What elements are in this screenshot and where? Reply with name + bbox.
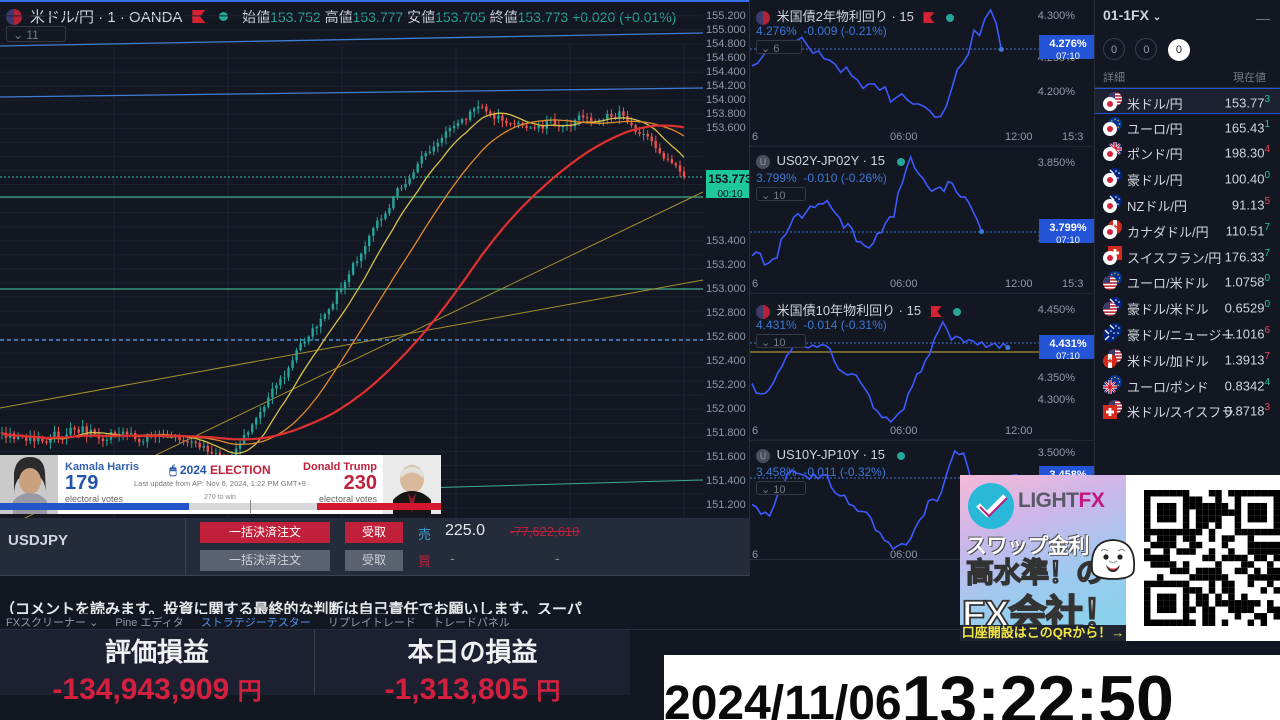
svg-text:15:3: 15:3 bbox=[1062, 278, 1083, 290]
svg-text:12:00: 12:00 bbox=[1005, 425, 1033, 437]
svg-text:12:00: 12:00 bbox=[1005, 278, 1033, 290]
svg-text:6: 6 bbox=[752, 131, 758, 143]
svg-text:6: 6 bbox=[752, 278, 758, 290]
svg-text:06:00: 06:00 bbox=[890, 549, 918, 560]
svg-text:12:00: 12:00 bbox=[1005, 131, 1033, 143]
svg-text:6: 6 bbox=[752, 549, 758, 560]
svg-text:06:00: 06:00 bbox=[890, 425, 918, 437]
svg-text:6: 6 bbox=[752, 425, 758, 437]
svg-text:06:00: 06:00 bbox=[890, 131, 918, 143]
svg-text:15:3: 15:3 bbox=[1062, 131, 1083, 143]
svg-text:06:00: 06:00 bbox=[890, 278, 918, 290]
